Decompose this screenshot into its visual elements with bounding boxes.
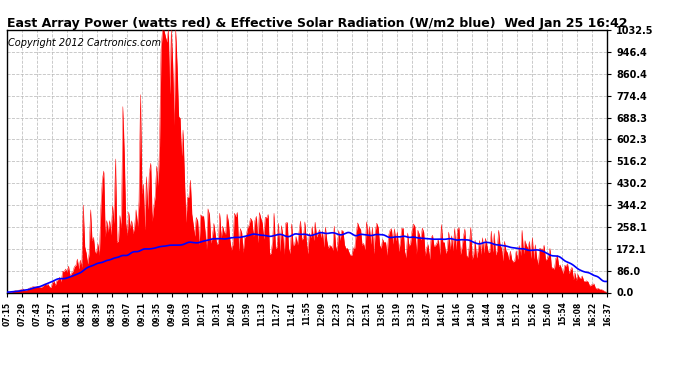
Text: Copyright 2012 Cartronics.com: Copyright 2012 Cartronics.com xyxy=(8,38,161,48)
Text: East Array Power (watts red) & Effective Solar Radiation (W/m2 blue)  Wed Jan 25: East Array Power (watts red) & Effective… xyxy=(7,17,627,30)
